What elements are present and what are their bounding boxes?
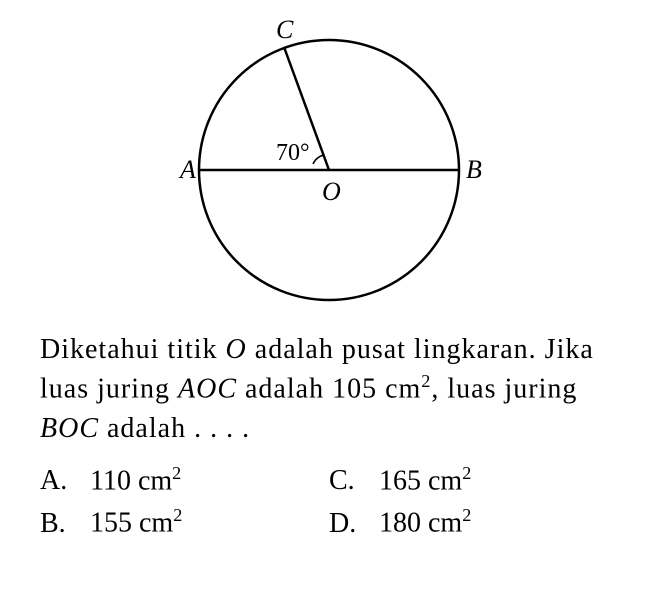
q-var-AOC: AOC <box>178 374 237 405</box>
option-D-value: 180 cm2 <box>379 502 618 544</box>
q-text-1: Diketahui titik <box>40 334 226 365</box>
option-B-letter: B. <box>40 503 90 545</box>
option-D-letter: D. <box>329 503 379 545</box>
label-angle: 70° <box>276 140 310 166</box>
option-B: B. 155 cm2 <box>40 502 329 544</box>
label-B: B <box>466 155 482 184</box>
label-C: C <box>276 20 294 44</box>
angle-arc <box>313 155 324 164</box>
option-B-value: 155 cm2 <box>90 502 329 544</box>
option-C-letter: C. <box>329 460 379 502</box>
option-A: A. 110 cm2 <box>40 460 329 502</box>
q-text-5: adalah . . . . <box>99 413 250 444</box>
option-C: C. 165 cm2 <box>329 460 618 502</box>
option-C-text: 165 cm <box>379 465 462 496</box>
q-text-3: adalah 105 cm <box>237 374 421 405</box>
option-B-text: 155 cm <box>90 508 173 539</box>
option-B-sup: 2 <box>173 505 182 525</box>
options-container: A. 110 cm2 C. 165 cm2 B. 155 cm2 D. 180 … <box>40 460 618 545</box>
question-text: Diketahui titik O adalah pusat lingkaran… <box>40 330 618 448</box>
option-C-sup: 2 <box>462 463 471 483</box>
option-D: D. 180 cm2 <box>329 502 618 544</box>
option-A-sup: 2 <box>172 463 181 483</box>
option-D-text: 180 cm <box>379 508 462 539</box>
q-sup-1: 2 <box>421 371 431 391</box>
option-D-sup: 2 <box>462 505 471 525</box>
option-A-text: 110 cm <box>90 465 172 496</box>
option-A-letter: A. <box>40 460 90 502</box>
label-A: A <box>178 155 196 184</box>
q-var-O: O <box>226 334 247 365</box>
q-text-4: , luas juring <box>431 374 577 405</box>
circle-diagram: C A B O 70° <box>154 20 504 315</box>
option-A-value: 110 cm2 <box>90 460 329 502</box>
diagram-container: C A B O 70° <box>40 20 618 315</box>
label-O: O <box>322 177 341 206</box>
option-C-value: 165 cm2 <box>379 460 618 502</box>
q-var-BOC: BOC <box>40 413 99 444</box>
